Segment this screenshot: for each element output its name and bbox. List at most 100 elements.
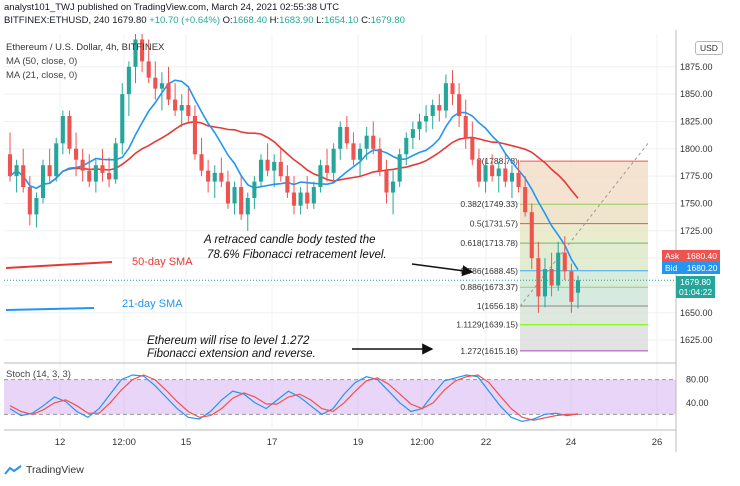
fib-label: 0.886(1673.37) [460,282,518,292]
candle-body [93,165,98,182]
ma21-legend[interactable]: MA (21, close, 0) [6,70,78,81]
bid-tag: Bid 1680.20 [662,262,721,274]
candle-body [424,116,429,122]
bid-value: 1680.20 [686,263,718,273]
time-tick-label: 17 [267,437,278,448]
candle-body [73,148,79,160]
candle-body [324,165,330,173]
time-tick-label: 15 [181,437,192,448]
candle-body [291,192,297,206]
fib-note-line2: 78.6% Fibonacci retracement level. [207,249,387,261]
candle-body [258,159,264,182]
sma50-note: 50-day SMA [132,256,193,268]
last-tag-value: 1679.80 [680,277,711,287]
candle-body [285,176,290,193]
candle-body [364,135,369,149]
ask-label: Ask [665,251,680,261]
candle-body [410,129,415,138]
candle-body [60,116,65,144]
candle-body [179,105,184,111]
fib-label: 1.272(1615.16) [460,346,518,356]
candle-body [404,137,409,155]
candle-body [272,161,277,171]
candle-body [219,172,224,182]
candle-body [311,187,316,204]
candle-body [14,165,19,177]
candle-body [318,165,323,188]
time-tick-label: 24 [566,437,577,448]
stoch-k-line [9,374,579,423]
close-value: 1679.80 [370,15,405,26]
candle-body [338,126,343,149]
bid-label: Bid [665,263,678,273]
fib-label: 0.5(1731.57) [470,219,518,229]
candle-body [199,154,204,171]
price-tick-label: 1825.00 [680,116,713,126]
candle-body [146,61,151,78]
candle-body [549,269,554,286]
symbol-text[interactable]: BITFINEX:ETHUSD, 240 [4,15,110,26]
close-label: C: [361,15,371,26]
price-tick-label: 1800.00 [680,144,713,154]
time-tick-label: 12:00 [112,437,136,448]
candle-body [384,170,389,193]
candle-body [232,187,237,204]
candle-body [562,252,567,272]
candle-body [113,143,118,180]
fib-label: 1.1129(1639.15) [456,320,518,330]
candle-body [206,170,211,182]
candle-body [331,148,336,173]
fib-zone [520,306,648,325]
candle-body [54,143,59,177]
ma50-legend[interactable]: MA (50, close, 0) [6,56,78,67]
low-label: L: [316,15,325,26]
fib-note-arrow [411,263,474,277]
last-tag: 1679.80 01:04:22 [676,276,716,298]
candle-body [265,159,270,171]
candle-body [126,66,131,95]
candle-body [351,143,356,160]
candle-body [239,187,244,215]
candle-body [225,181,231,204]
open-label: O: [222,15,233,26]
fib-label: 1(1656.18) [477,301,518,311]
candle-body [173,99,178,111]
fib-zone [520,161,648,205]
publish-line: analyst101_TWJ published on TradingView.… [4,2,339,13]
ask-tag: Ask 1680.40 [662,250,720,262]
candle-body [107,172,112,180]
candle-body [391,181,396,193]
time-tick-label: 22 [481,437,492,448]
candle-body [357,148,363,160]
legend-title: Ethereum / U.S. Dollar, 4h, BITFINEX [6,42,165,53]
candle-body [245,198,250,215]
fib-zone [520,223,648,244]
candle-body [536,258,541,297]
price-tick-label: 1625.00 [680,335,713,345]
candle-body [483,165,488,182]
candle-body [371,135,376,149]
candle-body [509,172,515,182]
candle-body [450,83,455,95]
high-label: H: [269,15,280,26]
time-tick-label: 19 [353,437,364,448]
candle-body [120,94,125,144]
currency-button[interactable]: USD [695,41,723,55]
brand[interactable]: TradingView [4,464,84,476]
candle-body [212,172,217,182]
candle-body [463,116,468,138]
stoch-d-line [9,374,578,421]
candle-body [305,192,310,204]
time-tick-label: 12 [55,437,66,448]
candle-body [575,280,581,293]
price-tick-label: 1750.00 [680,198,713,208]
stoch-tick-label: 40.00 [686,398,709,408]
candle-body [192,116,197,155]
candle-body [278,161,283,177]
ask-value: 1680.40 [686,251,717,261]
candle-body [186,105,191,116]
candle-body [516,172,521,188]
fib-zone [520,324,648,351]
stoch-legend[interactable]: Stoch (14, 3, 3) [6,369,71,380]
ext-note-line1: Ethereum will rise to level 1.272 [147,335,310,347]
